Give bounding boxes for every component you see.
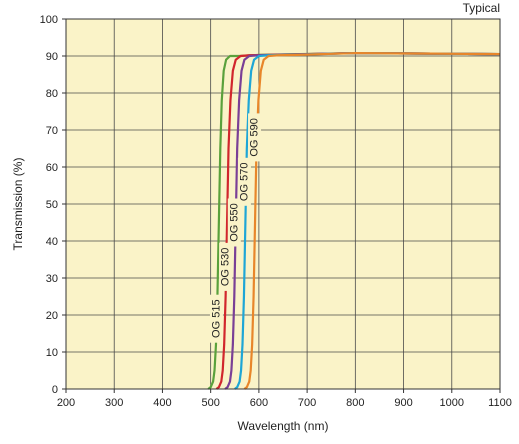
y-tick-label: 30: [46, 273, 58, 285]
x-tick-label: 200: [57, 397, 75, 409]
x-axis-label: Wavelength (nm): [238, 419, 329, 433]
x-axis-ticks: 200 300 400 500 600 700 800 900 1000 1100: [57, 389, 512, 409]
series-label-background: [248, 113, 262, 162]
x-tick-label: 600: [250, 397, 268, 409]
y-tick-label: 50: [46, 199, 58, 211]
x-tick-label: 400: [153, 397, 171, 409]
series-label-background: [227, 198, 241, 247]
series-label-og-530: OG 530: [220, 248, 232, 287]
x-tick-label: 800: [346, 397, 364, 409]
typical-label: Typical: [463, 1, 500, 15]
y-tick-label: 70: [46, 125, 58, 137]
x-tick-label: 1100: [488, 397, 512, 409]
y-tick-label: 100: [40, 14, 58, 26]
series-label-og-515: OG 515: [210, 299, 222, 338]
series-label-og-590: OG 590: [249, 118, 261, 157]
y-axis-ticks: 0 10 20 30 40 50 60 70 80 90 100: [40, 14, 66, 396]
x-tick-label: 900: [394, 397, 412, 409]
y-axis-label: Transmission (%): [11, 158, 25, 251]
y-tick-label: 10: [46, 347, 58, 359]
x-tick-label: 700: [298, 397, 316, 409]
x-tick-label: 1000: [440, 397, 464, 409]
x-tick-label: 300: [105, 397, 123, 409]
x-tick-label: 500: [201, 397, 219, 409]
series-label-background: [209, 294, 223, 343]
y-tick-label: 80: [46, 88, 58, 100]
series-label-background: [237, 157, 251, 206]
series-label-background: [219, 242, 233, 291]
y-tick-label: 20: [46, 310, 58, 322]
y-tick-label: 60: [46, 162, 58, 174]
y-tick-label: 90: [46, 51, 58, 63]
series-label-og-550: OG 550: [228, 203, 240, 242]
series-label-og-570: OG 570: [238, 163, 250, 202]
y-tick-label: 0: [52, 384, 58, 396]
y-tick-label: 40: [46, 236, 58, 248]
